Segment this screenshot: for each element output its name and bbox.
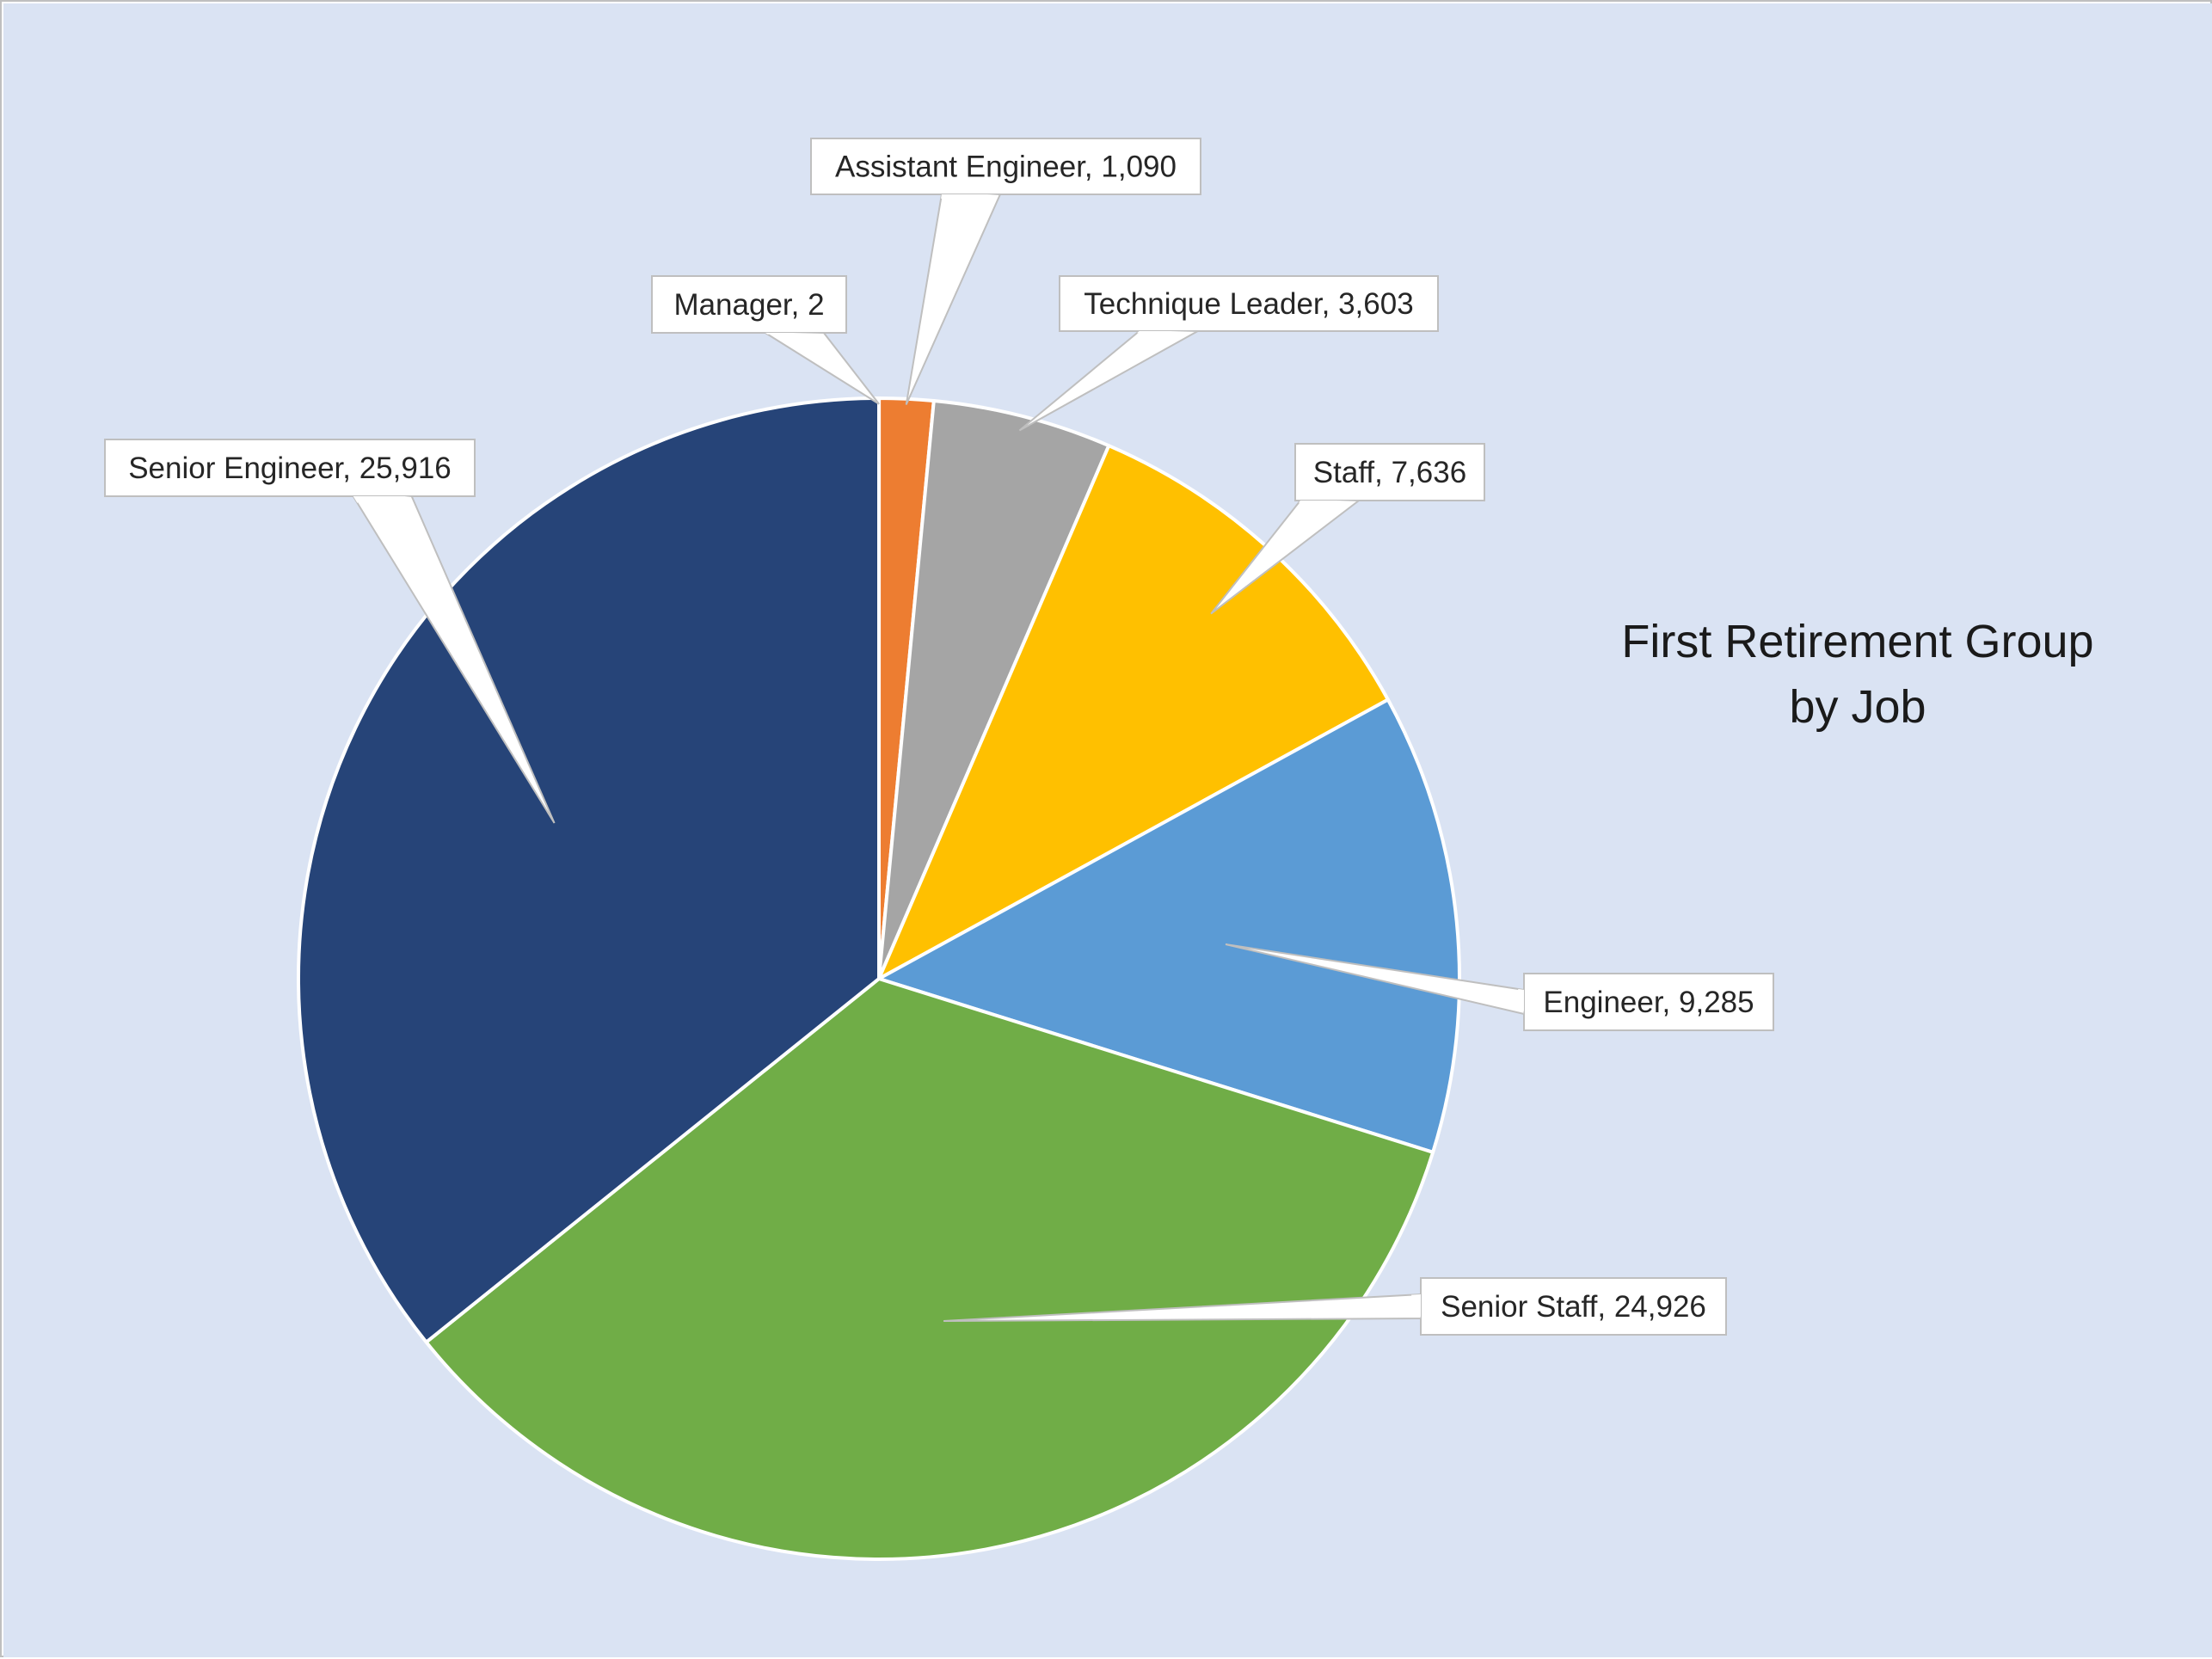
data-label-text: Assistant Engineer, 1,090 [835, 151, 1177, 184]
chart-title: First Retirement Group [1621, 616, 2093, 667]
data-label-text: Technique Leader, 3,603 [1084, 287, 1413, 321]
data-label-text: Engineer, 9,285 [1543, 986, 1754, 1019]
data-label-text: Manager, 2 [673, 288, 824, 322]
data-label-text: Staff, 7,636 [1313, 456, 1466, 489]
pie-slices [298, 398, 1459, 1559]
chart-subtitle: by Job [1789, 681, 1926, 733]
data-label-text: Senior Engineer, 25,916 [128, 452, 452, 485]
data-label-text: Senior Staff, 24,926 [1441, 1290, 1706, 1324]
